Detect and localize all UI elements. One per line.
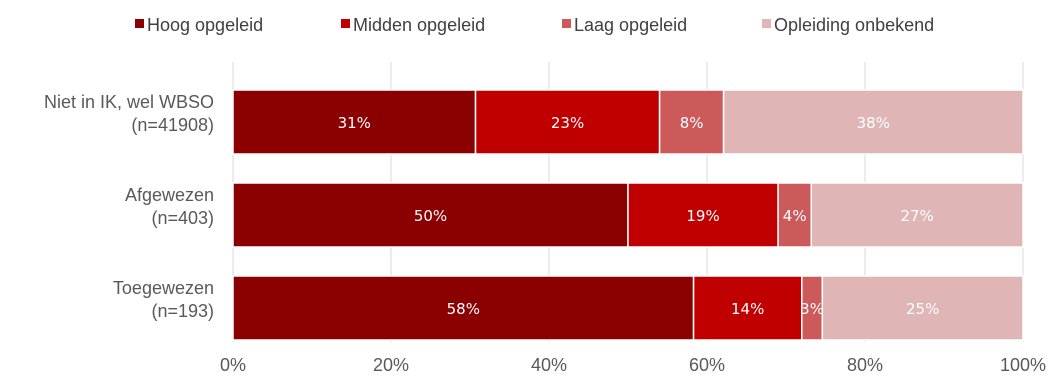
legend-entry: Laag opgeleid [574, 15, 687, 35]
bars [232, 89, 1024, 341]
bar-segment [232, 89, 477, 155]
bar-data-label: 38% [857, 114, 890, 132]
legend-entry: Hoog opgeleid [147, 15, 263, 35]
legend-entry: Midden opgeleid [353, 15, 485, 35]
bar-data-label: 25% [906, 300, 939, 318]
category-label: (n=193) [151, 301, 214, 321]
legend-swatch [135, 19, 144, 28]
legend-entry: Opleiding onbekend [774, 15, 934, 35]
legend-swatch [341, 19, 350, 28]
x-tick-label: 40% [531, 355, 567, 375]
legend-swatch [562, 19, 571, 28]
category-label: Niet in IK, wel WBSO [44, 92, 214, 112]
x-tick-label: 60% [689, 355, 725, 375]
bar-segment [232, 182, 629, 248]
x-tick-label: 80% [847, 355, 883, 375]
bar-segment [232, 275, 695, 341]
legend-swatch [762, 19, 771, 28]
bar-data-label: 19% [686, 207, 719, 225]
x-tick-label: 20% [373, 355, 409, 375]
bar-segment [777, 182, 813, 248]
category-label: Toegewezen [113, 278, 214, 298]
x-axis-ticks: 0% 20% 40% 60% 80% 100% [220, 355, 1046, 375]
bar-data-label: 50% [414, 207, 447, 225]
bar-data-label: 58% [447, 300, 480, 318]
category-label: Afgewezen [125, 185, 214, 205]
bar-data-label: 27% [900, 207, 933, 225]
bar-segment [627, 182, 779, 248]
bar-data-label: 8% [680, 114, 704, 132]
bar-labels: 31% 23% 8% 38% 50% 19% 4% 27% 58% 14% 3% 25% [338, 114, 940, 318]
bar-segment [810, 182, 1024, 248]
bar-data-label: 23% [551, 114, 584, 132]
bar-segment [692, 275, 803, 341]
bar-data-label: 3% [800, 300, 824, 318]
bar-segment [821, 275, 1024, 341]
bar-segment [722, 89, 1024, 155]
bar-data-label: 4% [783, 207, 807, 225]
category-label: (n=41908) [131, 115, 214, 135]
bar-data-label: 31% [338, 114, 371, 132]
x-tick-label: 100% [1000, 355, 1046, 375]
bar-data-label: 14% [731, 300, 764, 318]
x-tick-label: 0% [220, 355, 246, 375]
category-labels: Niet in IK, wel WBSO (n=41908) Afgewezen (n… [44, 92, 214, 321]
legend: Hoog opgeleid Midden opgeleid Laag opgelei… [135, 15, 934, 35]
category-label: (n=403) [151, 208, 214, 228]
